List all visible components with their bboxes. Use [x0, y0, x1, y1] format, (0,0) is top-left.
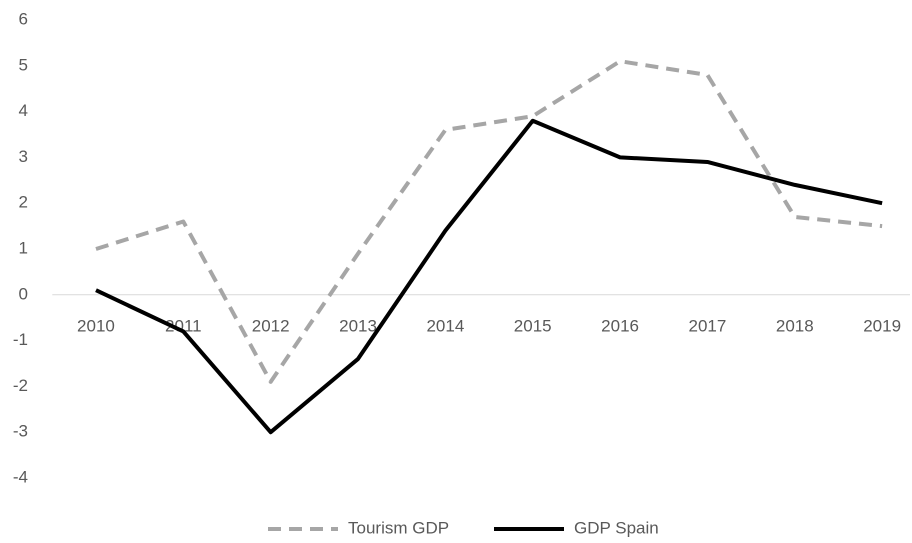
- x-tick-label: 2017: [689, 316, 727, 335]
- y-tick-label: 1: [19, 238, 28, 257]
- y-tick-label: -3: [13, 422, 28, 441]
- x-tick-label: 2012: [252, 316, 290, 335]
- y-tick-label: -2: [13, 376, 28, 395]
- y-tick-label: -1: [13, 330, 28, 349]
- x-tick-label: 2011: [165, 316, 202, 335]
- legend-label: Tourism GDP: [348, 518, 449, 537]
- y-tick-label: 6: [19, 9, 28, 28]
- y-tick-label: 5: [19, 55, 28, 74]
- x-tick-label: 2018: [776, 316, 814, 335]
- x-tick-label: 2019: [863, 316, 901, 335]
- series-line: [95, 118, 883, 435]
- y-tick-label: 4: [19, 101, 28, 120]
- x-tick-label: 2010: [77, 316, 115, 335]
- x-tick-label: 2013: [339, 316, 377, 335]
- legend-label: GDP Spain: [574, 518, 659, 537]
- x-tick-label: 2014: [426, 316, 464, 335]
- y-tick-label: -4: [13, 467, 28, 486]
- x-tick-label: 2016: [601, 316, 639, 335]
- y-tick-label: 0: [19, 284, 28, 303]
- series-line: [95, 59, 883, 384]
- x-tick-label: 2015: [514, 316, 552, 335]
- y-tick-label: 3: [19, 147, 28, 166]
- y-tick-label: 2: [19, 193, 28, 212]
